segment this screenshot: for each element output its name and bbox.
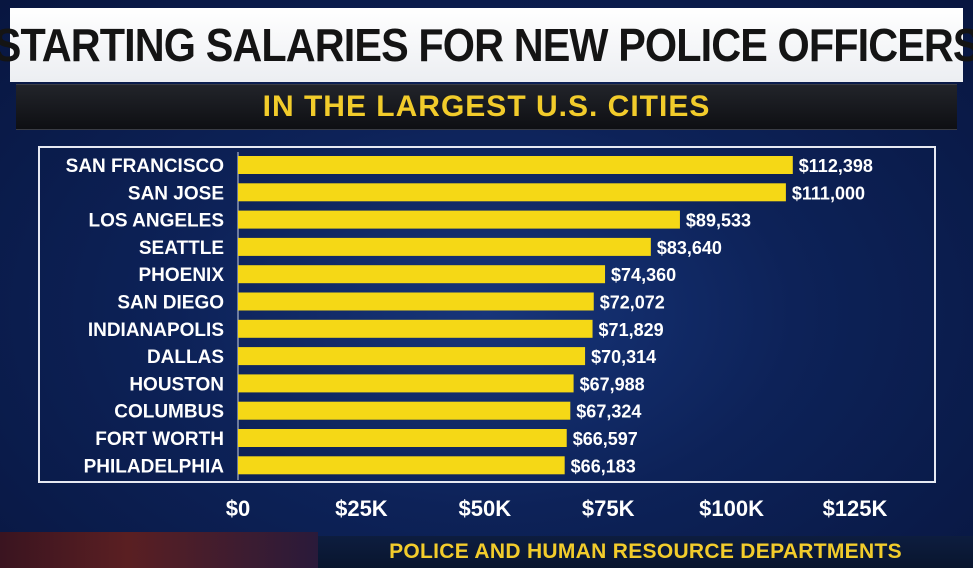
x-tick-label: $25K	[335, 496, 388, 521]
value-label: $72,072	[600, 293, 665, 313]
x-tick-label: $75K	[582, 496, 635, 521]
bar	[238, 374, 574, 393]
category-label: SAN DIEGO	[117, 293, 224, 314]
bar	[238, 347, 586, 366]
source-banner: POLICE AND HUMAN RESOURCE DEPARTMENTS	[318, 536, 973, 568]
category-label: LOS ANGELES	[89, 211, 224, 232]
x-tick-label: $100K	[699, 496, 764, 521]
value-label: $71,829	[599, 320, 664, 340]
value-label: $66,183	[571, 456, 636, 476]
category-label: SEATTLE	[139, 238, 224, 259]
value-label: $74,360	[611, 265, 676, 285]
bar	[238, 156, 793, 174]
bar	[238, 292, 594, 311]
x-tick-label: $125K	[823, 496, 888, 521]
value-label: $112,398	[799, 156, 873, 176]
value-label: $66,597	[573, 429, 638, 449]
bar	[238, 456, 565, 475]
category-label: PHOENIX	[138, 265, 224, 286]
category-label: HOUSTON	[129, 374, 224, 395]
bar	[238, 237, 651, 256]
category-label: SAN JOSE	[128, 183, 224, 204]
category-label: FORT WORTH	[95, 429, 224, 450]
value-label: $89,533	[686, 211, 751, 231]
category-label: SAN FRANCISCO	[66, 156, 224, 177]
value-label: $111,000	[792, 183, 865, 203]
chart-subtitle: IN THE LARGEST U.S. CITIES	[262, 90, 711, 123]
x-tick-label: $50K	[459, 496, 512, 521]
bar	[238, 210, 680, 229]
footer-background	[0, 532, 318, 568]
title-banner: STARTING SALARIES FOR NEW POLICE OFFICER…	[0, 8, 973, 82]
source-label: POLICE AND HUMAN RESOURCE DEPARTMENTS	[389, 540, 902, 563]
category-label: PHILADELPHIA	[84, 456, 225, 477]
bar	[238, 401, 571, 420]
value-label: $70,314	[591, 347, 656, 367]
plot-area-frame	[38, 146, 936, 483]
category-label: INDIANAPOLIS	[88, 320, 224, 341]
chart-title: STARTING SALARIES FOR NEW POLICE OFFICER…	[0, 19, 973, 71]
bar	[238, 265, 606, 284]
subtitle-banner: IN THE LARGEST U.S. CITIES	[16, 84, 957, 130]
value-label: $67,988	[580, 374, 645, 394]
value-label: $83,640	[657, 238, 722, 258]
bar	[238, 319, 593, 338]
category-label: DALLAS	[147, 347, 224, 368]
bar	[238, 183, 786, 202]
bar	[238, 429, 567, 447]
category-label: COLUMBUS	[114, 402, 224, 423]
value-label: $67,324	[576, 402, 641, 422]
x-tick-label: $0	[226, 496, 250, 521]
